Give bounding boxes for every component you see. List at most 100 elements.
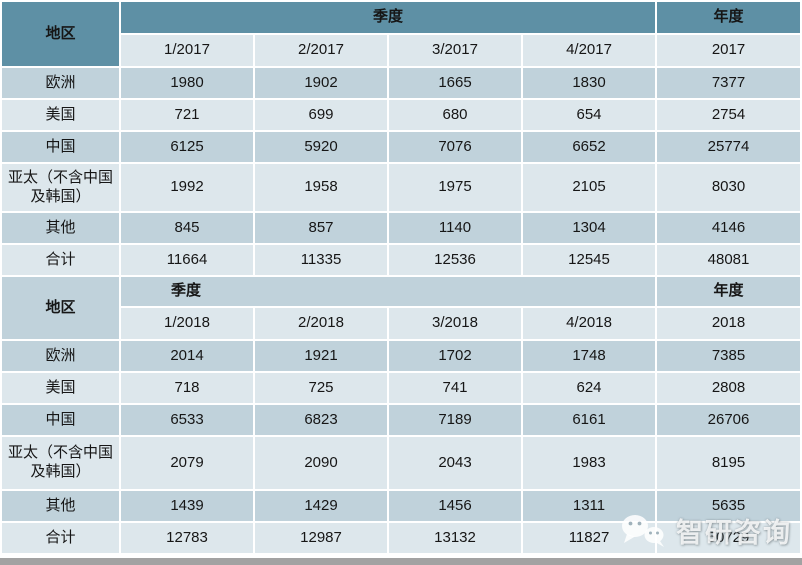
value-cell: 26706 [657, 405, 801, 435]
year-group-header-cell: 年度 [657, 2, 801, 33]
value-cell: 12536 [389, 245, 521, 275]
value-cell: 1439 [121, 491, 253, 521]
region-label-cell: 欧洲 [2, 341, 119, 371]
quarter-group-header-cell: 季度 [121, 2, 656, 33]
quarter-column-header: 4/2017 [523, 35, 656, 66]
value-cell: 11664 [121, 245, 253, 275]
table-row: 其他 1439 1429 1456 1311 5635 [2, 491, 801, 521]
value-cell: 11827 [523, 523, 656, 553]
region-label-cell: 合计 [2, 523, 119, 553]
value-cell: 1311 [523, 491, 656, 521]
quarter-column-header: 2/2017 [255, 35, 387, 66]
section-0-group-header-row: 地区 季度 年度 [2, 2, 801, 66]
table-row: 中国 6533 6823 7189 6161 26706 [2, 405, 801, 435]
value-cell: 12987 [255, 523, 387, 553]
value-cell: 2105 [523, 164, 656, 211]
region-header-cell: 地区 [2, 2, 119, 66]
value-cell: 12783 [121, 523, 253, 553]
value-cell: 654 [523, 100, 656, 130]
year-group-header-cell: 年度 [657, 277, 801, 306]
value-cell: 725 [255, 373, 387, 403]
value-cell: 6533 [121, 405, 253, 435]
value-cell: 741 [389, 373, 521, 403]
region-label-cell: 中国 [2, 132, 119, 162]
value-cell: 6161 [523, 405, 656, 435]
value-cell: 7076 [389, 132, 521, 162]
value-cell: 1702 [389, 341, 521, 371]
value-cell: 6652 [523, 132, 656, 162]
year-column-header: 2018 [657, 308, 801, 339]
year-column-header: 2017 [657, 35, 801, 66]
value-cell: 1748 [523, 341, 656, 371]
value-cell: 699 [255, 100, 387, 130]
value-cell: 624 [523, 373, 656, 403]
value-cell: 1983 [523, 437, 656, 489]
value-cell: 50729 [657, 523, 801, 553]
region-label-cell: 其他 [2, 491, 119, 521]
value-cell: 48081 [657, 245, 801, 275]
value-cell: 6823 [255, 405, 387, 435]
value-cell: 8195 [657, 437, 801, 489]
value-cell: 1975 [389, 164, 521, 211]
value-cell: 857 [255, 213, 387, 243]
table-row: 其他 845 857 1140 1304 4146 [2, 213, 801, 243]
quarter-column-header: 3/2017 [389, 35, 521, 66]
table-row: 合计 11664 11335 12536 12545 48081 [2, 245, 801, 275]
value-cell: 680 [389, 100, 521, 130]
region-header-cell: 地区 [2, 277, 119, 339]
quarter-group-header-cell: 季度 [121, 277, 656, 306]
quarter-column-header: 1/2018 [121, 308, 253, 339]
region-label-cell: 亚太（不含中国及韩国） [2, 437, 119, 489]
value-cell: 7385 [657, 341, 801, 371]
value-cell: 2043 [389, 437, 521, 489]
region-label-cell: 亚太（不含中国及韩国） [2, 164, 119, 211]
value-cell: 1992 [121, 164, 253, 211]
value-cell: 7189 [389, 405, 521, 435]
table-row: 亚太（不含中国及韩国） 1992 1958 1975 2105 8030 [2, 164, 801, 211]
value-cell: 1304 [523, 213, 656, 243]
table-row: 欧洲 2014 1921 1702 1748 7385 [2, 341, 801, 371]
region-label-cell: 合计 [2, 245, 119, 275]
value-cell: 25774 [657, 132, 801, 162]
value-cell: 8030 [657, 164, 801, 211]
value-cell: 5920 [255, 132, 387, 162]
value-cell: 1980 [121, 68, 253, 98]
quarter-column-header: 3/2018 [389, 308, 521, 339]
quarter-column-header: 4/2018 [523, 308, 656, 339]
section-1-group-header-row: 地区 季度 年度 [2, 277, 801, 339]
quarter-column-header: 2/2018 [255, 308, 387, 339]
value-cell: 1429 [255, 491, 387, 521]
value-cell: 2808 [657, 373, 801, 403]
value-cell: 5635 [657, 491, 801, 521]
value-cell: 13132 [389, 523, 521, 553]
value-cell: 1902 [255, 68, 387, 98]
value-cell: 1958 [255, 164, 387, 211]
region-label-cell: 中国 [2, 405, 119, 435]
section-0-subheader-row: 1/2017 2/2017 3/2017 4/2017 2017 [2, 35, 801, 66]
value-cell: 1830 [523, 68, 656, 98]
region-label-cell: 欧洲 [2, 68, 119, 98]
value-cell: 2090 [255, 437, 387, 489]
value-cell: 1140 [389, 213, 521, 243]
value-cell: 2754 [657, 100, 801, 130]
table-row: 美国 718 725 741 624 2808 [2, 373, 801, 403]
value-cell: 2079 [121, 437, 253, 489]
section-1-subheader-row: 1/2018 2/2018 3/2018 4/2018 2018 [2, 308, 801, 339]
region-label-cell: 美国 [2, 100, 119, 130]
value-cell: 1665 [389, 68, 521, 98]
value-cell: 4146 [657, 213, 801, 243]
value-cell: 1456 [389, 491, 521, 521]
value-cell: 718 [121, 373, 253, 403]
table-row: 合计 12783 12987 13132 11827 50729 [2, 523, 801, 553]
value-cell: 1921 [255, 341, 387, 371]
table-row: 亚太（不含中国及韩国） 2079 2090 2043 1983 8195 [2, 437, 801, 489]
value-cell: 6125 [121, 132, 253, 162]
quarter-column-header: 1/2017 [121, 35, 253, 66]
table-row: 欧洲 1980 1902 1665 1830 7377 [2, 68, 801, 98]
value-cell: 7377 [657, 68, 801, 98]
table-row: 中国 6125 5920 7076 6652 25774 [2, 132, 801, 162]
value-cell: 12545 [523, 245, 656, 275]
value-cell: 2014 [121, 341, 253, 371]
